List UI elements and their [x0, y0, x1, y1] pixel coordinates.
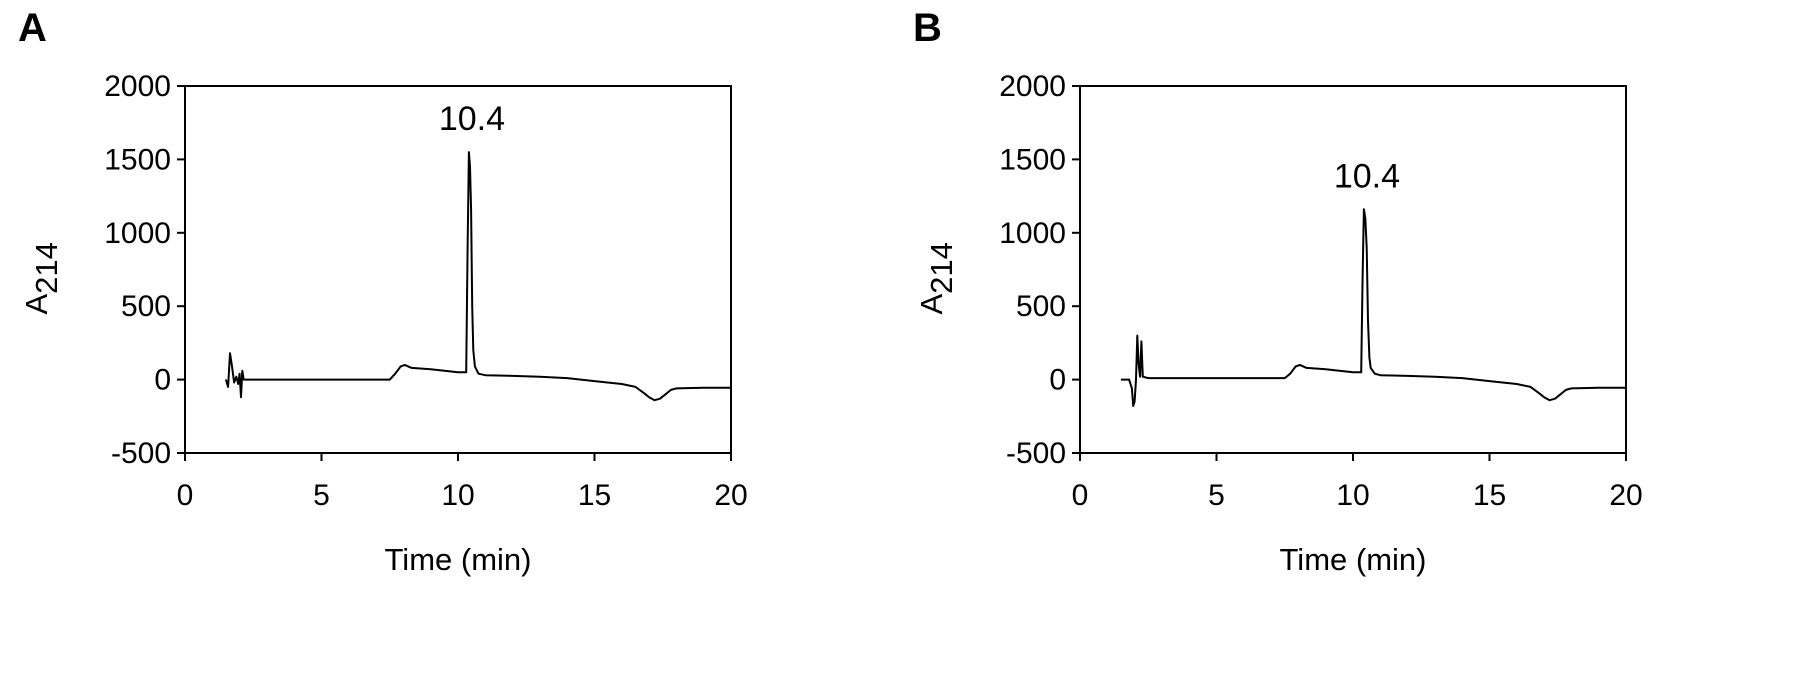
y-tick-label: -500	[1006, 437, 1066, 470]
chart-panel-a: A -500 0 500 1000 1500 2000 0 5 10 15 20 Time (min)…	[18, 6, 748, 577]
panel-label-a: A	[18, 6, 47, 50]
y-tick-label: 2000	[104, 70, 171, 103]
peak-label: 10.4	[439, 100, 505, 138]
x-tick-label: 20	[1609, 479, 1642, 512]
y-tick-label: 500	[1016, 290, 1066, 323]
y-tick-label: 0	[154, 364, 171, 397]
x-tick-label: 10	[441, 479, 474, 512]
x-tick-label: 5	[1208, 479, 1225, 512]
chart-panel-b: B -500 0 500 1000 1500 2000 0 5 10 15 20 Time (min)…	[895, 0, 1795, 674]
y-tick-label: 1000	[104, 217, 171, 250]
y-axis-title-subscript: 214	[29, 242, 64, 294]
y-axis-title-main: A	[19, 294, 54, 315]
x-tick-label: 15	[578, 479, 611, 512]
y-tick-label: 500	[121, 290, 171, 323]
y-tick-label: 1000	[999, 217, 1066, 250]
y-axis-title-main: A	[914, 294, 949, 315]
chromatogram-trace	[224, 151, 731, 402]
x-axis-title: Time (min)	[1280, 542, 1427, 577]
x-tick-label: 5	[313, 479, 330, 512]
y-tick-label: 2000	[999, 70, 1066, 103]
x-axis-title: Time (min)	[385, 542, 532, 577]
panel-label-b: B	[913, 6, 942, 50]
x-tick-label: 0	[177, 479, 194, 512]
y-tick-label: 0	[1049, 364, 1066, 397]
chromatogram-trace	[1120, 208, 1626, 407]
y-tick-label: 1500	[999, 143, 1066, 176]
x-tick-label: 15	[1473, 479, 1506, 512]
x-tick-label: 10	[1336, 479, 1369, 512]
x-tick-label: 0	[1072, 479, 1089, 512]
x-tick-label: 20	[714, 479, 747, 512]
y-axis-title: A214	[914, 242, 959, 314]
y-axis-title-subscript: 214	[924, 242, 959, 294]
y-axis-title: A214	[19, 242, 64, 314]
y-tick-label: -500	[111, 437, 171, 470]
y-tick-label: 1500	[104, 143, 171, 176]
peak-label: 10.4	[1334, 157, 1400, 195]
